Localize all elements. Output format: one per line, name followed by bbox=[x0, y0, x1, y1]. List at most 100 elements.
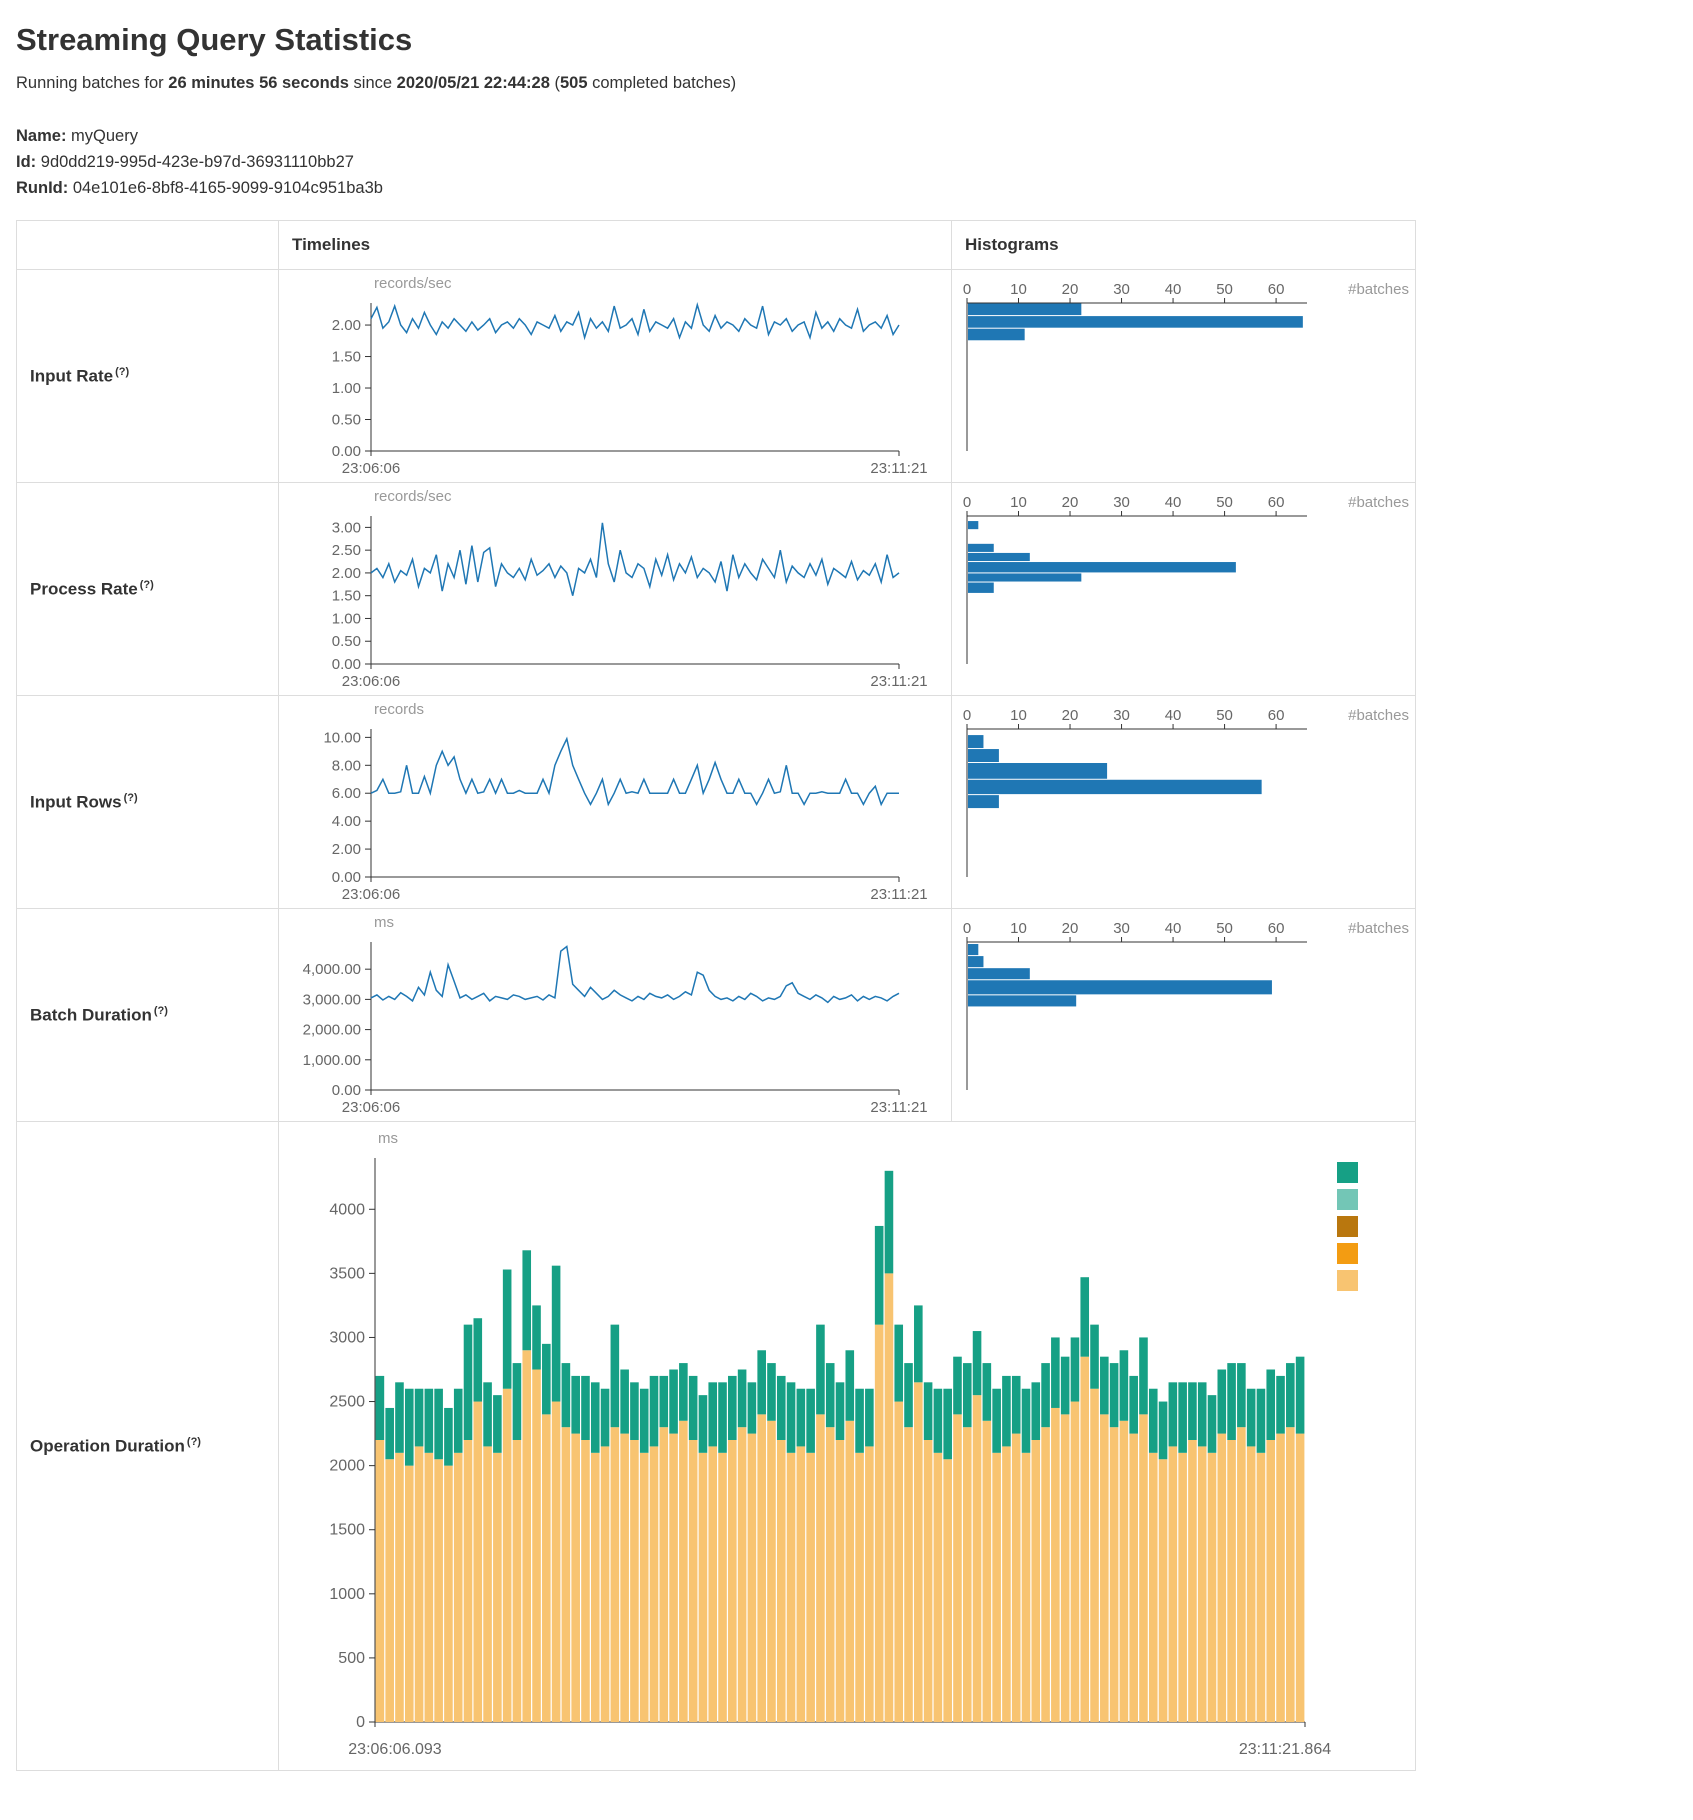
svg-text:60: 60 bbox=[1268, 494, 1285, 511]
batch-duration-timeline-chart: ms 0.00 1,000.00 2,000.00 3,000.00 4,000.00 23… bbox=[291, 912, 951, 1118]
svg-text:records: records bbox=[374, 701, 424, 718]
svg-text:1.00: 1.00 bbox=[332, 610, 361, 627]
query-name-line: Name: myQuery bbox=[16, 127, 1677, 146]
process-rate-row: Process Rate (?) records/sec 0.00 0.50 1.00 1… bbox=[16, 482, 1416, 696]
timelines-header: Timelines bbox=[278, 220, 952, 270]
svg-text:3.00: 3.00 bbox=[332, 519, 361, 536]
svg-text:1.50: 1.50 bbox=[332, 349, 361, 366]
svg-text:1500: 1500 bbox=[329, 1522, 365, 1539]
operation-duration-help-toggle[interactable]: (?) bbox=[186, 1435, 201, 1448]
svg-text:23:06:06: 23:06:06 bbox=[342, 886, 400, 903]
svg-text:1,000.00: 1,000.00 bbox=[303, 1052, 361, 1069]
svg-text:8.00: 8.00 bbox=[332, 757, 361, 774]
operation-duration-label-cell: Operation Duration (?) bbox=[16, 1121, 279, 1771]
svg-text:0.50: 0.50 bbox=[332, 633, 361, 650]
process-rate-timeline-chart: records/sec 0.00 0.50 1.00 1.50 2.00 2.50 3.00 2… bbox=[291, 486, 951, 692]
svg-text:60: 60 bbox=[1268, 281, 1285, 298]
table-header-row: Timelines Histograms bbox=[16, 220, 1416, 270]
input-rows-histogram-chart: #batches 0 10 20 30 40 50 60 bbox=[953, 699, 1415, 905]
svg-text:30: 30 bbox=[1113, 920, 1130, 937]
operation-duration-stacked-chart: ms 0 500 1000 1500 2000 2500 3000 3500 4000 23:06:… bbox=[295, 1128, 1415, 1764]
input-rate-row: Input Rate (?) records/sec 0.00 0.50 1.00 1.5… bbox=[16, 269, 1416, 483]
svg-text:2500: 2500 bbox=[329, 1394, 365, 1411]
completed-batches-suffix: completed batches) bbox=[592, 74, 737, 92]
svg-text:10: 10 bbox=[1010, 707, 1027, 724]
svg-text:500: 500 bbox=[338, 1650, 365, 1667]
svg-text:2.50: 2.50 bbox=[332, 542, 361, 559]
svg-text:0: 0 bbox=[963, 281, 971, 298]
query-name-label: Name: bbox=[16, 127, 67, 145]
run-id-label: RunId: bbox=[16, 179, 69, 197]
svg-text:0: 0 bbox=[963, 920, 971, 937]
svg-text:0: 0 bbox=[356, 1714, 365, 1731]
svg-text:40: 40 bbox=[1165, 494, 1182, 511]
paren-open: ( bbox=[554, 74, 560, 92]
svg-text:40: 40 bbox=[1165, 281, 1182, 298]
batch-duration-label: Batch Duration bbox=[30, 1005, 152, 1025]
start-timestamp: 2020/05/21 22:44:28 bbox=[396, 74, 550, 92]
svg-text:4000: 4000 bbox=[329, 1201, 365, 1218]
input-rows-timeline-chart: records 0.00 2.00 4.00 6.00 8.00 10.00 23:06:06… bbox=[291, 699, 951, 905]
svg-text:23:06:06: 23:06:06 bbox=[342, 1099, 400, 1116]
run-id-line: RunId: 04e101e6-8bf8-4165-9099-9104c951b… bbox=[16, 179, 1677, 198]
batch-duration-help-toggle[interactable]: (?) bbox=[153, 1004, 168, 1017]
process-rate-label: Process Rate bbox=[30, 579, 138, 599]
svg-text:10: 10 bbox=[1010, 494, 1027, 511]
svg-text:0.00: 0.00 bbox=[332, 443, 361, 460]
batch-duration-row: Batch Duration (?) ms 0.00 1,000.00 2,000.00… bbox=[16, 908, 1416, 1122]
svg-text:30: 30 bbox=[1113, 707, 1130, 724]
svg-text:2,000.00: 2,000.00 bbox=[303, 1022, 361, 1039]
svg-text:30: 30 bbox=[1113, 494, 1130, 511]
svg-text:23:06:06: 23:06:06 bbox=[342, 673, 400, 690]
svg-text:records/sec: records/sec bbox=[374, 275, 452, 292]
svg-text:1.50: 1.50 bbox=[332, 588, 361, 605]
operation-duration-label: Operation Duration bbox=[30, 1436, 185, 1456]
svg-text:10: 10 bbox=[1010, 281, 1027, 298]
operation-duration-row: Operation Duration (?) ms 0 500 1000 1500 2000… bbox=[16, 1121, 1416, 1771]
svg-text:23:11:21: 23:11:21 bbox=[870, 1099, 927, 1116]
completed-batches-count: 505 bbox=[559, 74, 588, 92]
query-id-label: Id: bbox=[16, 153, 37, 171]
svg-text:4.00: 4.00 bbox=[332, 813, 361, 830]
query-name-value: myQuery bbox=[71, 127, 138, 145]
input-rows-help-toggle[interactable]: (?) bbox=[123, 791, 138, 804]
svg-text:23:11:21: 23:11:21 bbox=[870, 673, 927, 690]
svg-text:20: 20 bbox=[1062, 920, 1079, 937]
summary-prefix: Running batches for bbox=[16, 74, 164, 92]
input-rows-label: Input Rows bbox=[30, 792, 122, 812]
svg-text:1000: 1000 bbox=[329, 1586, 365, 1603]
summary-since: since bbox=[353, 74, 393, 92]
running-duration: 26 minutes 56 seconds bbox=[168, 74, 349, 92]
process-rate-help-toggle[interactable]: (?) bbox=[139, 578, 154, 591]
svg-text:23:06:06.093: 23:06:06.093 bbox=[348, 1741, 442, 1758]
svg-text:0.50: 0.50 bbox=[332, 412, 361, 429]
input-rate-help-toggle[interactable]: (?) bbox=[115, 365, 130, 378]
input-rate-histogram-chart: #batches 0 10 20 30 40 50 60 bbox=[953, 273, 1415, 479]
process-rate-label-cell: Process Rate (?) bbox=[16, 482, 279, 696]
svg-text:2.00: 2.00 bbox=[332, 565, 361, 582]
input-rows-label-cell: Input Rows (?) bbox=[16, 695, 279, 909]
run-id-value: 04e101e6-8bf8-4165-9099-9104c951ba3b bbox=[72, 179, 383, 197]
input-rows-row: Input Rows (?) records 0.00 2.00 4.00 6.00 8.0… bbox=[16, 695, 1416, 909]
svg-text:4,000.00: 4,000.00 bbox=[303, 961, 361, 978]
svg-text:40: 40 bbox=[1165, 707, 1182, 724]
svg-text:23:11:21.864: 23:11:21.864 bbox=[1239, 1741, 1331, 1758]
svg-text:3500: 3500 bbox=[329, 1265, 365, 1282]
svg-text:#batches: #batches bbox=[1348, 920, 1409, 937]
svg-text:records/sec: records/sec bbox=[374, 488, 452, 505]
statistics-table: Timelines Histograms Input Rate (?) recor… bbox=[16, 220, 1416, 1771]
input-rate-label-cell: Input Rate (?) bbox=[16, 269, 279, 483]
batch-duration-histogram-chart: #batches 0 10 20 30 40 50 60 bbox=[953, 912, 1415, 1118]
svg-text:50: 50 bbox=[1216, 494, 1233, 511]
query-id-line: Id: 9d0dd219-995d-423e-b97d-36931110bb27 bbox=[16, 153, 1677, 172]
svg-text:0: 0 bbox=[963, 707, 971, 724]
svg-text:20: 20 bbox=[1062, 494, 1079, 511]
svg-text:10: 10 bbox=[1010, 920, 1027, 937]
histograms-header: Histograms bbox=[951, 220, 1416, 270]
svg-text:20: 20 bbox=[1062, 707, 1079, 724]
svg-text:3,000.00: 3,000.00 bbox=[303, 991, 361, 1008]
svg-text:2.00: 2.00 bbox=[332, 841, 361, 858]
input-rate-timeline-chart: records/sec 0.00 0.50 1.00 1.50 2.00 23:06:06 2… bbox=[291, 273, 951, 479]
svg-text:#batches: #batches bbox=[1348, 707, 1409, 724]
